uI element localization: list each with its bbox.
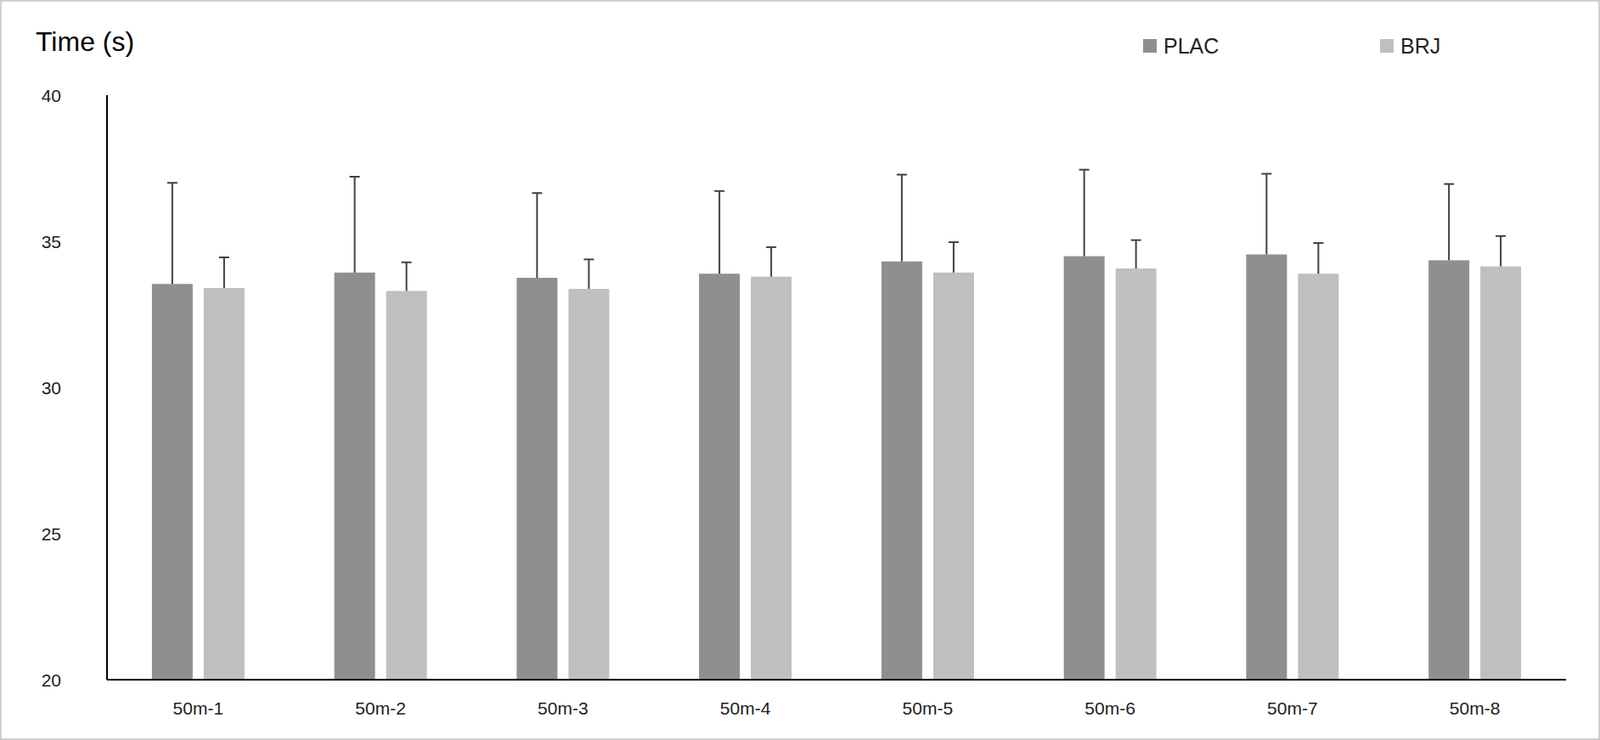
error-line [1083,169,1086,257]
x-tick-label: 50m-5 [902,698,954,718]
error-bar [1312,242,1324,274]
error-line [223,257,226,288]
error-bar [1443,184,1454,261]
error-line [1265,174,1268,255]
frame [0,0,1600,739]
error-bar [167,182,178,284]
error-line [354,176,356,273]
error-cap [167,181,178,184]
y-axis [106,95,108,680]
legend-label: BRJ [1400,33,1441,58]
error-cap [714,190,725,192]
error-cap [948,241,959,243]
error-line [535,192,538,278]
error-line [718,191,721,274]
error-line [587,259,590,289]
error-cap [1261,173,1272,175]
error-cap [531,191,542,194]
error-line [1317,242,1319,274]
error-bar [1261,174,1272,255]
error-bar [531,192,542,278]
error-cap [583,258,594,260]
error-cap [1079,169,1090,171]
legend-swatch [1380,39,1394,53]
bar [933,272,975,680]
bar [1064,256,1105,680]
bar [386,290,428,680]
error-bar [349,176,361,273]
bar [516,277,558,680]
error-bar [219,257,230,288]
y-tick-label: 25 [41,523,62,544]
error-cap [349,175,361,178]
bar [698,273,740,680]
error-bar [948,242,959,273]
x-axis [107,678,1567,681]
x-tick-label: 50m-4 [720,698,772,718]
bar [152,283,193,680]
error-cap [766,246,777,248]
error-cap [1495,235,1506,237]
error-line [1135,240,1138,269]
error-line [952,242,955,273]
y-tick-label: 40 [41,85,62,106]
error-cap [896,174,908,176]
x-tick-label: 50m-6 [1084,698,1136,718]
bar [1428,259,1470,680]
error-cap [1443,183,1454,186]
error-cap [219,256,230,259]
error-line [901,174,903,262]
error-cap [1312,242,1324,244]
error-bar [1131,240,1142,269]
x-tick-label: 50m-7 [1267,698,1319,718]
y-axis-label: Time (s) [35,26,135,57]
error-line [1499,236,1502,267]
y-tick-label: 30 [41,377,62,398]
bar [1480,266,1522,680]
bar [1245,253,1287,680]
bar [1115,268,1157,680]
error-line [1447,184,1450,261]
error-bar [1079,169,1090,257]
error-bar [896,174,908,262]
error-bar [766,247,777,277]
error-bar [401,262,412,292]
bar [881,261,923,680]
bar [750,276,792,680]
error-line [171,182,174,284]
bar [203,287,245,680]
x-tick-label: 50m-8 [1449,698,1501,718]
y-tick-label: 35 [41,231,62,252]
error-bar [1495,236,1506,267]
bar [334,272,376,680]
error-line [405,262,408,292]
x-tick-label: 50m-3 [537,698,589,718]
x-tick-label: 50m-2 [354,698,406,718]
y-tick-label: 20 [41,670,62,690]
error-cap [1131,239,1142,242]
error-cap [401,261,412,264]
bar [568,288,609,680]
legend-swatch [1143,39,1157,53]
bar [1297,273,1339,680]
chart: Time (s) 20 25 30 35 40 50m-1 50m-2 50m-3 50m-4 50… [0,0,1600,740]
bars [152,169,1522,680]
legend-label: PLAC [1163,33,1219,58]
error-line [770,247,772,277]
error-bar [583,259,594,289]
error-bar [714,191,725,274]
x-tick-label: 50m-1 [173,698,225,718]
